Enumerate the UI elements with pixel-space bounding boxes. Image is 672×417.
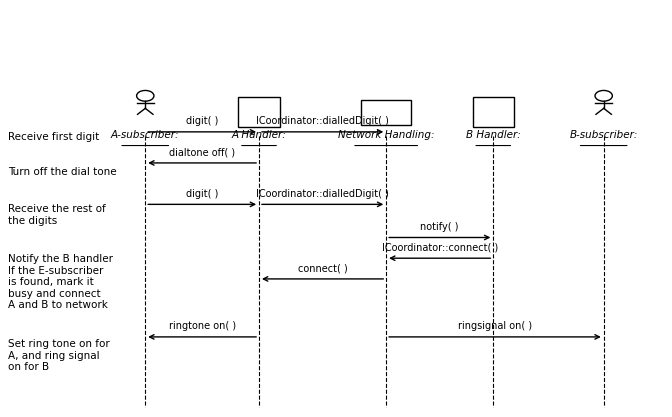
Text: notify( ): notify( ) bbox=[421, 222, 459, 232]
Text: Receive first digit: Receive first digit bbox=[8, 132, 99, 142]
Text: connect( ): connect( ) bbox=[298, 263, 347, 273]
Text: Receive the rest of
the digits: Receive the rest of the digits bbox=[8, 204, 106, 226]
Text: ringsignal on( ): ringsignal on( ) bbox=[458, 321, 532, 331]
Text: B Handler:: B Handler: bbox=[466, 130, 521, 140]
Text: ringtone on( ): ringtone on( ) bbox=[169, 321, 236, 331]
Text: digit( ): digit( ) bbox=[186, 188, 218, 198]
FancyBboxPatch shape bbox=[361, 100, 411, 125]
Text: A Handler:: A Handler: bbox=[232, 130, 286, 140]
Text: Notify the B handler
If the E-subscriber
is found, mark it
busy and connect
A an: Notify the B handler If the E-subscriber… bbox=[8, 254, 113, 311]
Text: dialtone off( ): dialtone off( ) bbox=[169, 147, 235, 157]
Text: Set ring tone on for
A, and ring signal
on for B: Set ring tone on for A, and ring signal … bbox=[8, 339, 110, 372]
Text: Turn off the dial tone: Turn off the dial tone bbox=[8, 167, 117, 177]
Text: A-subscriber:: A-subscriber: bbox=[111, 130, 179, 140]
FancyBboxPatch shape bbox=[239, 98, 280, 127]
Text: ICoordinator::dialledDigit( ): ICoordinator::dialledDigit( ) bbox=[256, 188, 389, 198]
Text: Network Handling:: Network Handling: bbox=[338, 130, 434, 140]
Text: B-subscriber:: B-subscriber: bbox=[569, 130, 638, 140]
FancyBboxPatch shape bbox=[472, 98, 514, 127]
Text: digit( ): digit( ) bbox=[186, 116, 218, 126]
Text: ICoordinator::dialledDigit( ): ICoordinator::dialledDigit( ) bbox=[256, 116, 389, 126]
Text: ICoordinator::connect( ): ICoordinator::connect( ) bbox=[382, 242, 498, 252]
